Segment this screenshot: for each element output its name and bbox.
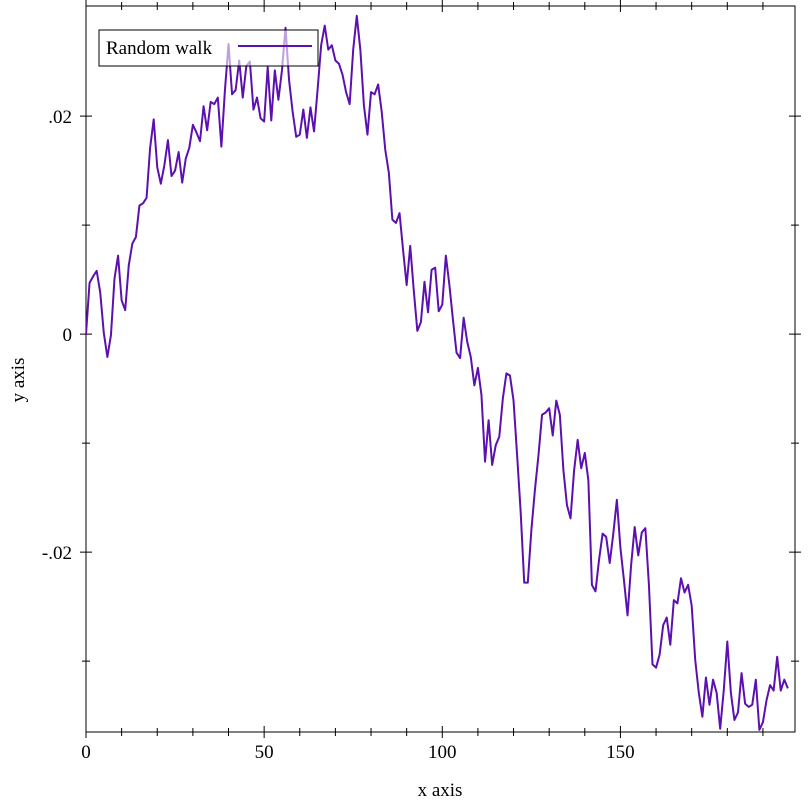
- x-axis-label: x axis: [418, 780, 463, 801]
- y-tick-label: .02: [48, 107, 72, 128]
- legend-label: Random walk: [106, 38, 213, 59]
- x-tick-label: 150: [606, 742, 635, 763]
- legend-box: [98, 29, 319, 67]
- x-tick-label: 100: [428, 742, 457, 763]
- x-tick-label: 0: [81, 742, 91, 763]
- series-line: [86, 14, 789, 731]
- plot-frame: [85, 5, 796, 733]
- y-tick-label: -.02: [42, 543, 72, 564]
- x-tick-label: 50: [255, 742, 274, 763]
- y-axis-label: y axis: [8, 358, 29, 403]
- y-tick-label: 0: [63, 325, 73, 346]
